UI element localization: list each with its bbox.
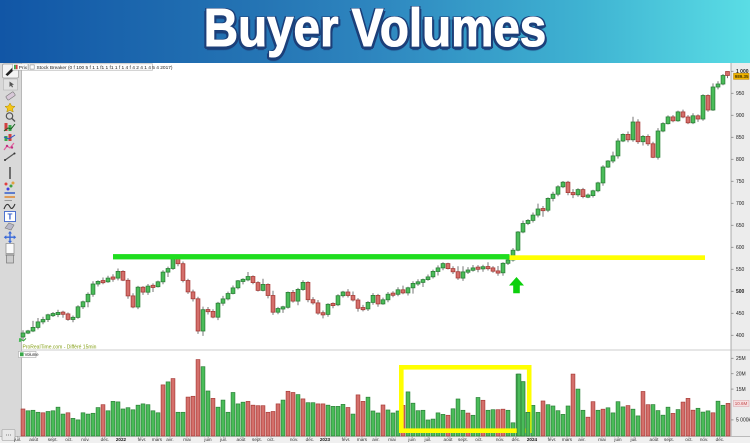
svg-text:500: 500 bbox=[736, 289, 745, 295]
svg-text:450: 450 bbox=[736, 311, 745, 317]
svg-text:ProRealTime.com - Différé 15mi: ProRealTime.com - Différé 15min bbox=[23, 345, 97, 351]
svg-text:août: août bbox=[237, 437, 247, 442]
svg-text:avr.: avr. bbox=[166, 437, 173, 442]
svg-text:oct.: oct. bbox=[685, 437, 692, 442]
svg-text:Prix: Prix bbox=[19, 65, 28, 71]
svg-text:juin: juin bbox=[407, 437, 416, 442]
svg-text:nov.: nov. bbox=[700, 437, 708, 442]
svg-text:sept.: sept. bbox=[48, 437, 58, 442]
svg-text:sept.: sept. bbox=[664, 437, 674, 442]
svg-text:950: 950 bbox=[736, 91, 745, 97]
svg-text:600: 600 bbox=[736, 245, 745, 251]
svg-text:juin: juin bbox=[203, 437, 212, 442]
svg-text:juil.: juil. bbox=[630, 437, 638, 442]
svg-text:août: août bbox=[650, 437, 660, 442]
svg-text:20M: 20M bbox=[736, 372, 746, 378]
svg-text:25M: 25M bbox=[736, 356, 746, 362]
svg-text:nov.: nov. bbox=[496, 437, 504, 442]
svg-text:800: 800 bbox=[736, 157, 745, 163]
svg-text:mars: mars bbox=[357, 437, 368, 442]
svg-text:10.6M: 10.6M bbox=[735, 401, 748, 406]
svg-text:900: 900 bbox=[736, 113, 745, 119]
svg-text:989.35: 989.35 bbox=[735, 74, 749, 79]
svg-text:févr.: févr. bbox=[548, 437, 557, 442]
svg-text:Stock Breaker (0 f 100 5 f 1 1: Stock Breaker (0 f 100 5 f 1 1 f1 1 f1 1… bbox=[37, 65, 173, 71]
svg-text:juin: juin bbox=[613, 437, 622, 442]
svg-text:650: 650 bbox=[736, 223, 745, 229]
svg-text:2022: 2022 bbox=[116, 437, 127, 442]
svg-text:sept.: sept. bbox=[458, 437, 468, 442]
svg-text:juil.: juil. bbox=[424, 437, 432, 442]
svg-text:Volume: Volume bbox=[25, 352, 40, 357]
svg-text:mai: mai bbox=[183, 437, 190, 442]
svg-text:1 000: 1 000 bbox=[736, 69, 749, 75]
svg-text:750: 750 bbox=[736, 179, 745, 185]
svg-text:T: T bbox=[8, 213, 13, 222]
svg-text:nov.: nov. bbox=[290, 437, 298, 442]
svg-text:2024: 2024 bbox=[527, 437, 538, 442]
svg-text:févr.: févr. bbox=[138, 437, 147, 442]
svg-text:oct.: oct. bbox=[267, 437, 274, 442]
svg-text:juil.: juil. bbox=[13, 437, 21, 442]
svg-text:juil.: juil. bbox=[219, 437, 227, 442]
svg-text:2023: 2023 bbox=[320, 437, 331, 442]
svg-text:550: 550 bbox=[736, 267, 745, 273]
svg-text:févr.: févr. bbox=[342, 437, 351, 442]
svg-text:août: août bbox=[444, 437, 454, 442]
svg-text:déc.: déc. bbox=[306, 437, 315, 442]
svg-text:400: 400 bbox=[736, 333, 745, 339]
svg-text:sept.: sept. bbox=[252, 437, 262, 442]
svg-text:mai: mai bbox=[598, 437, 605, 442]
svg-text:mars: mars bbox=[562, 437, 573, 442]
svg-text:nov.: nov. bbox=[81, 437, 89, 442]
svg-text:déc.: déc. bbox=[101, 437, 110, 442]
svg-text:oct.: oct. bbox=[65, 437, 72, 442]
svg-text:5 000k: 5 000k bbox=[736, 418, 750, 424]
svg-text:avr.: avr. bbox=[372, 437, 379, 442]
svg-text:⋯: ⋯ bbox=[6, 433, 12, 439]
svg-text:mars: mars bbox=[152, 437, 163, 442]
svg-text:mai: mai bbox=[388, 437, 395, 442]
svg-text:oct.: oct. bbox=[475, 437, 482, 442]
svg-text:déc.: déc. bbox=[716, 437, 725, 442]
svg-text:850: 850 bbox=[736, 135, 745, 141]
svg-text:15M: 15M bbox=[736, 387, 746, 393]
svg-text:700: 700 bbox=[736, 201, 745, 207]
svg-text:août: août bbox=[29, 437, 39, 442]
svg-text:avr.: avr. bbox=[578, 437, 585, 442]
svg-text:déc.: déc. bbox=[512, 437, 521, 442]
